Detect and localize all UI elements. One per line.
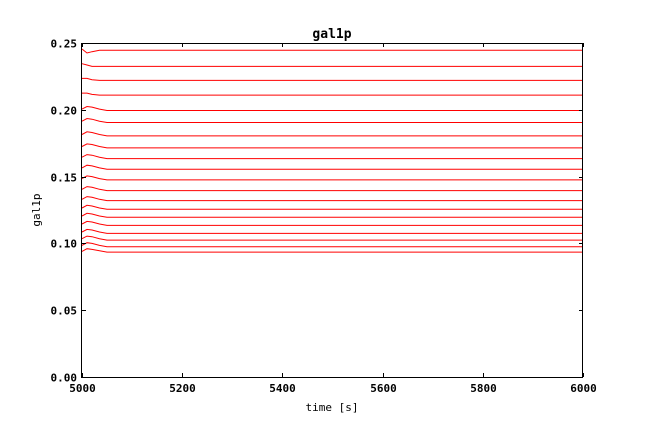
x-axis-label: time [s] xyxy=(306,401,359,414)
series-line-11 xyxy=(81,164,583,170)
x-tick-label: 5800 xyxy=(470,382,497,395)
series-line-8 xyxy=(81,196,583,202)
series-line-1 xyxy=(81,248,583,253)
x-tick-label: 5400 xyxy=(269,382,296,395)
series-line-7 xyxy=(81,204,583,210)
x-tick-label: 5000 xyxy=(69,382,96,395)
x-tick-label: 5600 xyxy=(370,382,397,395)
series-line-17 xyxy=(82,92,583,96)
series-line-6 xyxy=(81,212,583,218)
series-line-14 xyxy=(81,131,583,137)
series-line-4 xyxy=(81,228,583,234)
y-tick-label: 0.05 xyxy=(51,305,78,318)
series-line-15 xyxy=(81,117,583,123)
series-line-13 xyxy=(81,143,583,149)
series-line-2 xyxy=(81,242,583,248)
y-tick-label: 0.20 xyxy=(51,105,78,118)
x-tick-label: 6000 xyxy=(570,382,597,395)
chart-title: gal1p xyxy=(312,27,351,42)
x-tick-label: 5200 xyxy=(169,382,196,395)
plot-frame xyxy=(81,43,583,378)
y-axis-label: gal1p xyxy=(30,193,43,226)
y-tick-label: 0.15 xyxy=(51,172,78,185)
series-layer xyxy=(81,48,583,253)
y-tick-label: 0.25 xyxy=(51,38,78,51)
series-line-18 xyxy=(82,77,583,81)
series-line-10 xyxy=(81,175,583,181)
ticks-layer: 5000 5200 5400 5600 5800 6000 0.00 0.05 0.10 0.15… xyxy=(51,38,597,396)
series-line-19 xyxy=(81,63,583,67)
y-tick-label: 0.10 xyxy=(51,238,78,251)
series-line-12 xyxy=(81,154,583,160)
series-line-3 xyxy=(81,235,583,241)
y-tick-label: 0.00 xyxy=(51,372,78,385)
series-line-20 xyxy=(81,48,583,54)
series-line-9 xyxy=(81,186,583,192)
series-line-5 xyxy=(81,220,583,226)
series-line-16 xyxy=(81,105,583,111)
